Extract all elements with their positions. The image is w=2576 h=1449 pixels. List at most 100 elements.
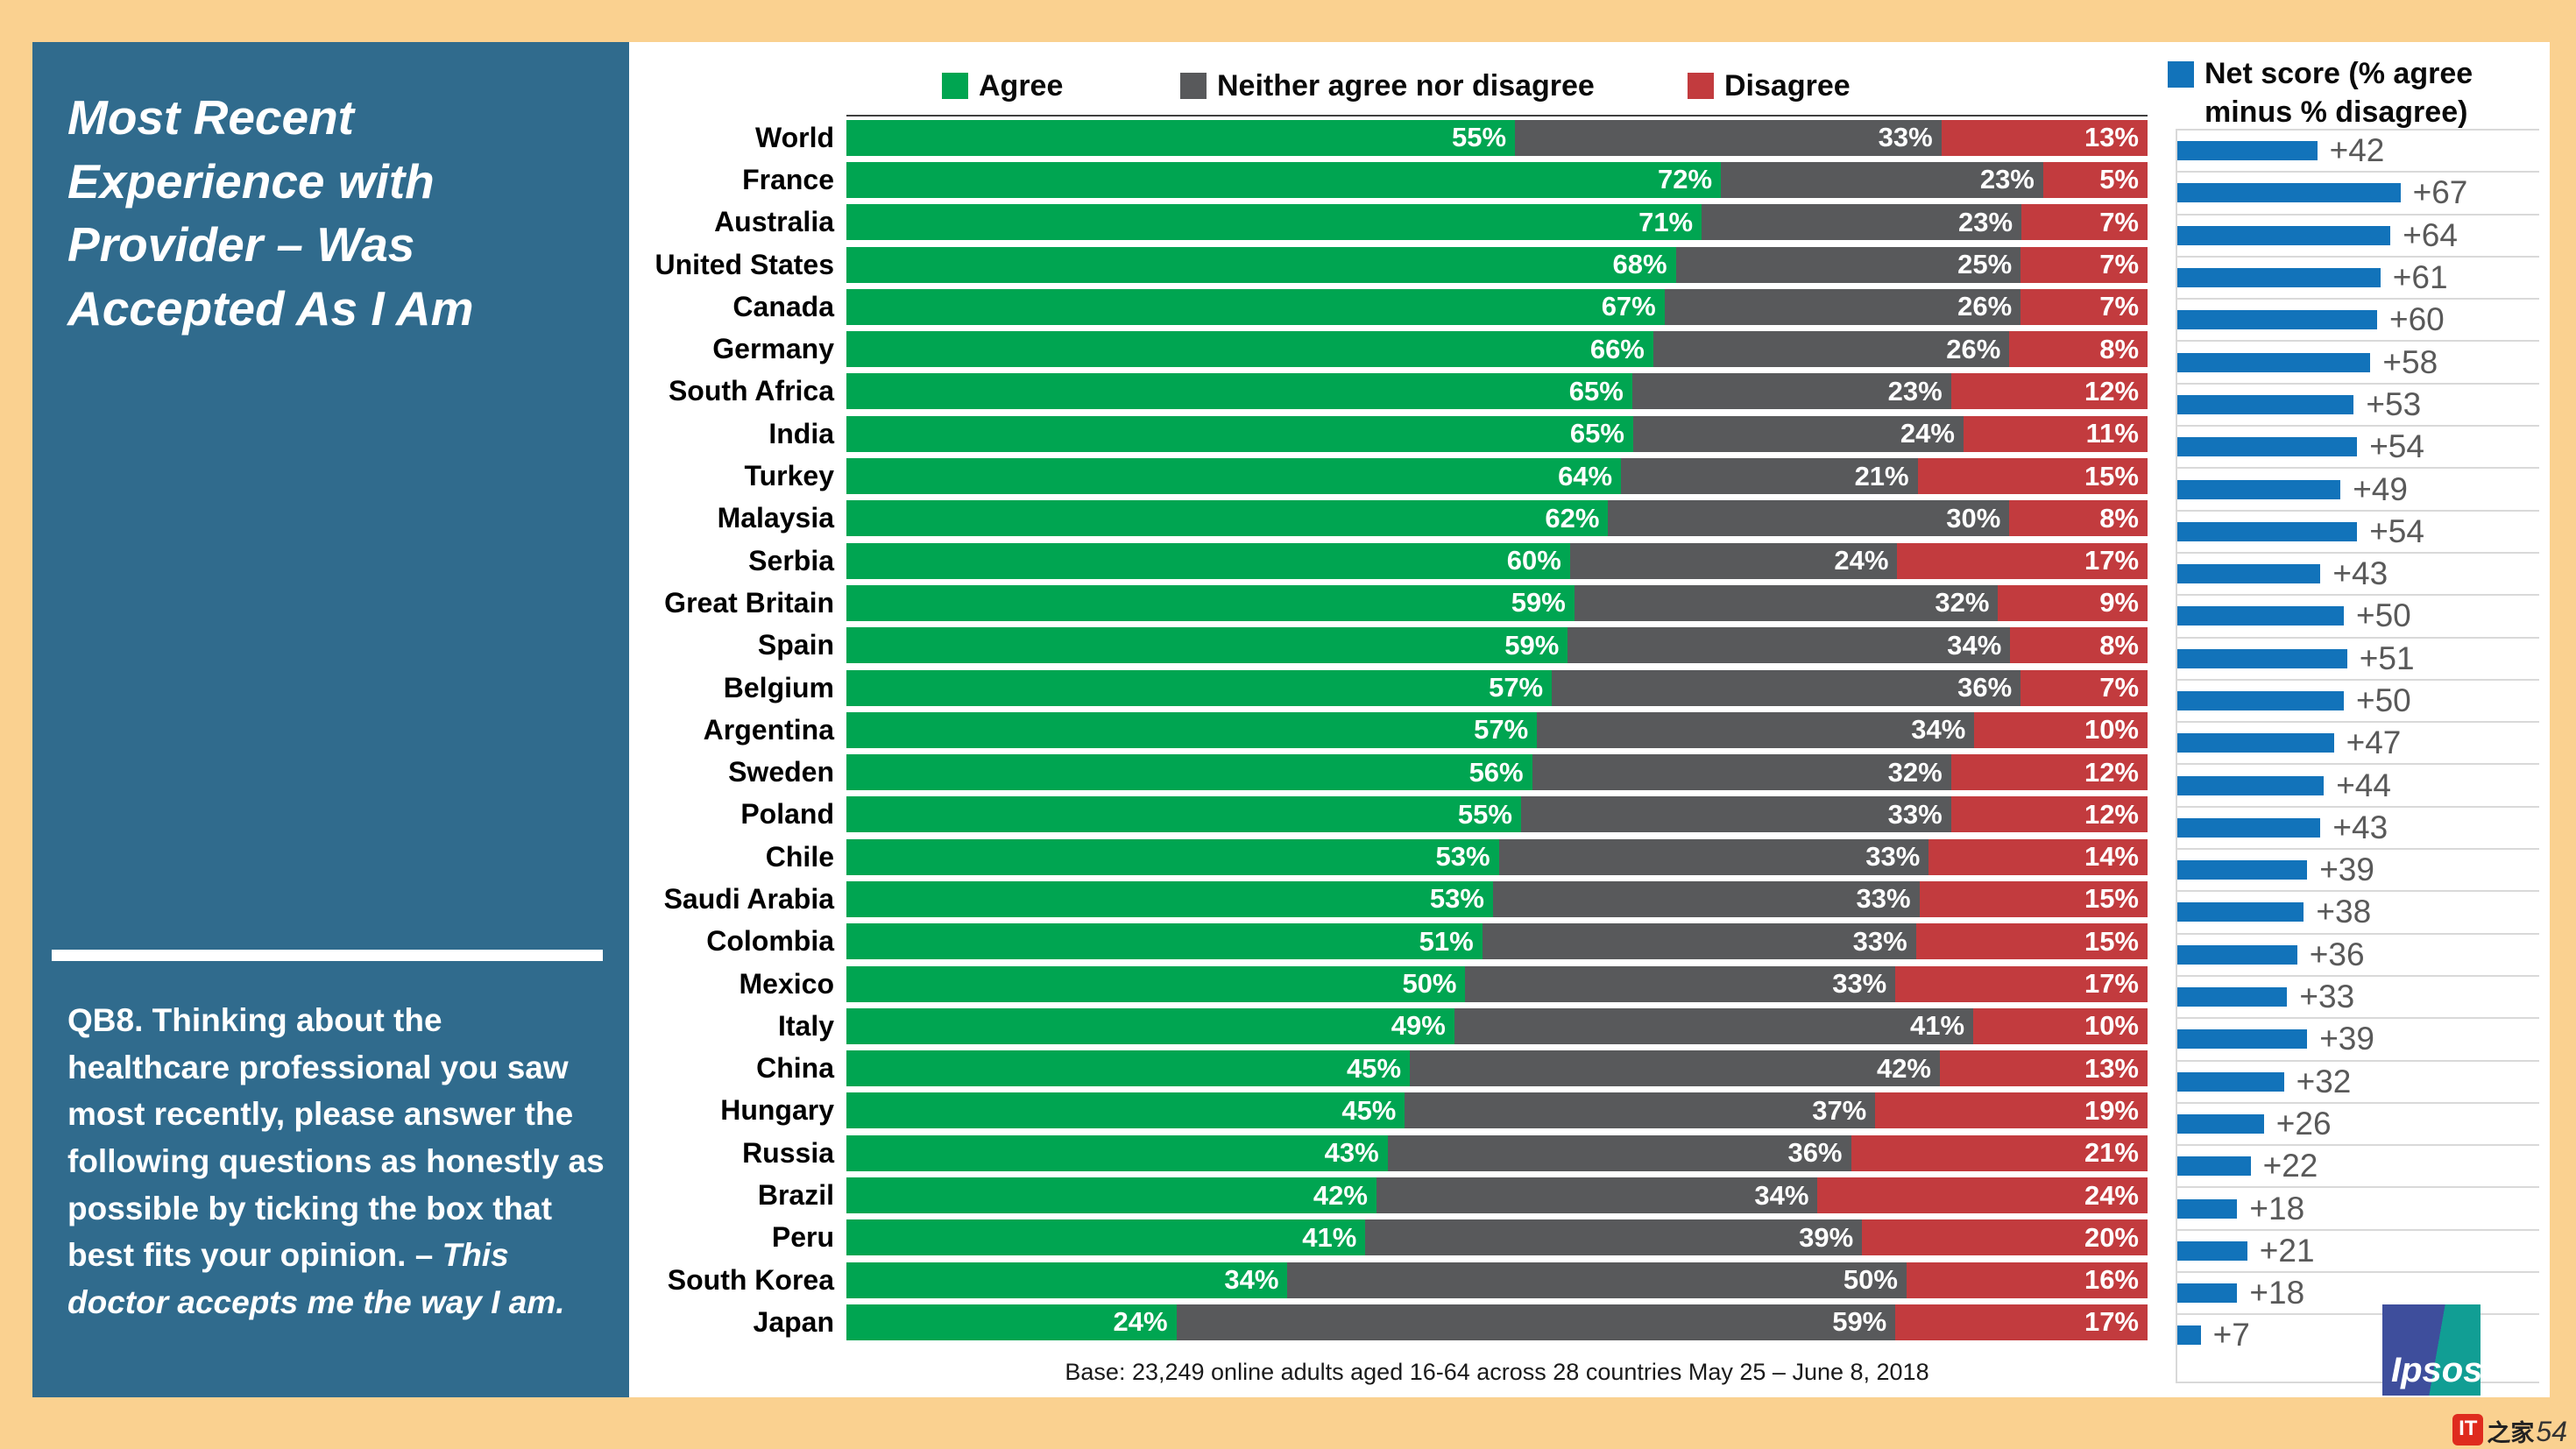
segment-value-label: 24% (1834, 545, 1889, 576)
neither-segment: 33% (1492, 880, 1920, 917)
stacked-bar: 42% 34% 24% (846, 1177, 2148, 1214)
net-value-label: +47 (2346, 724, 2402, 761)
net-bar (2177, 310, 2377, 330)
neither-segment: 36% (1552, 669, 2021, 706)
country-label: Saudi Arabia (663, 882, 834, 915)
net-bar (2177, 817, 2321, 838)
disagree-segment: 8% (2010, 627, 2148, 664)
net-row: +7 (2176, 1313, 2539, 1356)
agree-segment: 72% (846, 161, 1722, 198)
stacked-bar: 66% 26% 8% (846, 331, 2148, 368)
stacked-bar: 64% 21% 15% (846, 458, 2148, 495)
country-label: Argentina (703, 713, 834, 746)
neither-segment: 37% (1405, 1092, 1876, 1129)
segment-value-label: 7% (2099, 291, 2140, 322)
neither-segment: 23% (1721, 161, 2043, 198)
disagree-segment: 17% (1897, 542, 2148, 579)
country-label: Canada (732, 290, 834, 322)
watermark-number: 54 (2536, 1416, 2567, 1447)
question-emphasis: This doctor accepts me the way I am. (67, 1237, 565, 1320)
segment-value-label: 12% (2084, 756, 2139, 788)
segment-value-label: 49% (1391, 1010, 1446, 1042)
segment-value-label: 34% (1224, 1264, 1279, 1296)
segment-value-label: 16% (2084, 1264, 2139, 1296)
stacked-bar: 57% 34% 10% (846, 711, 2148, 748)
disagree-segment: 21% (1851, 1134, 2148, 1171)
neither-segment: 39% (1365, 1219, 1863, 1256)
watermark: IT 之家 54 (2452, 1414, 2567, 1445)
net-value-label: +60 (2389, 301, 2445, 338)
stacked-bar: 56% 32% 12% (846, 754, 2148, 791)
segment-value-label: 33% (1887, 798, 1943, 830)
disagree-segment: 7% (2020, 246, 2148, 283)
agree-segment: 49% (846, 1007, 1454, 1044)
segment-value-label: 17% (2084, 1306, 2139, 1338)
segment-value-label: 36% (1957, 672, 2013, 703)
net-row: +53 (2176, 382, 2539, 426)
net-value-label: +7 (2212, 1317, 2250, 1354)
segment-value-label: 68% (1612, 249, 1667, 280)
net-bar (2177, 183, 2401, 203)
net-row: +50 (2176, 678, 2539, 722)
country-label: South Korea (667, 1263, 834, 1296)
country-label: Spain (757, 629, 834, 661)
net-value-label: +32 (2296, 1063, 2352, 1099)
country-row: World 55% 33% 13% +42 (629, 117, 2548, 172)
net-bar (2177, 1113, 2264, 1134)
country-label: Brazil (757, 1179, 834, 1212)
neither-segment: 33% (1498, 838, 1929, 875)
net-panel-bottom-gridline (2176, 1355, 2539, 1383)
segment-value-label: 50% (1402, 968, 1457, 1000)
agree-segment: 55% (846, 796, 1521, 833)
segment-value-label: 57% (1489, 672, 1544, 703)
disagree-segment: 15% (1917, 458, 2148, 495)
segment-value-label: 32% (1935, 587, 1990, 618)
neither-segment: 23% (1702, 204, 2022, 241)
agree-segment: 53% (846, 838, 1499, 875)
country-row: France 72% 23% 5% +67 (629, 159, 2548, 214)
net-value-label: +43 (2332, 809, 2388, 845)
net-row: +54 (2176, 509, 2539, 552)
agree-segment: 60% (846, 542, 1570, 579)
segment-value-label: 26% (1946, 333, 2001, 364)
legend-label: Agree (979, 68, 1064, 102)
net-row: +32 (2176, 1059, 2539, 1102)
net-value-label: +58 (2382, 343, 2438, 380)
country-label: World (754, 121, 834, 153)
disagree-segment: 24% (1817, 1177, 2148, 1214)
agree-swatch-icon (942, 73, 968, 99)
segment-value-label: 24% (1113, 1306, 1168, 1338)
segment-value-label: 19% (2084, 1094, 2139, 1126)
net-row: +54 (2176, 425, 2539, 468)
country-row: Japan 24% 59% 17% +7 (629, 1301, 2548, 1356)
neither-segment: 33% (1465, 965, 1896, 1002)
segment-value-label: 71% (1638, 206, 1694, 237)
country-label: Peru (771, 1221, 834, 1254)
segment-value-label: 36% (1787, 1137, 1843, 1169)
disagree-segment: 12% (1950, 754, 2148, 791)
country-row: South Korea 34% 50% 16% +18 (629, 1259, 2548, 1314)
net-value-label: +50 (2356, 597, 2411, 634)
segment-value-label: 26% (1957, 291, 2013, 322)
country-row: Chile 53% 33% 14% +39 (629, 836, 2548, 891)
neither-segment: 25% (1675, 246, 2021, 283)
net-row: +61 (2176, 255, 2539, 299)
segment-value-label: 34% (1754, 1179, 1809, 1211)
country-row: Turkey 64% 21% 15% +49 (629, 455, 2548, 510)
net-bar (2177, 691, 2344, 710)
country-row: United States 68% 25% 7% +61 (629, 244, 2548, 299)
country-row: Brazil 42% 34% 24% +18 (629, 1174, 2548, 1229)
country-row: Belgium 57% 36% 7% +50 (629, 667, 2548, 722)
base-note: Base: 23,249 online adults aged 16-64 ac… (1065, 1359, 1929, 1385)
net-legend: Net score (% agree minus % disagree) (2168, 54, 2536, 131)
disagree-segment: 7% (2021, 204, 2148, 241)
disagree-segment: 14% (1928, 838, 2148, 875)
agree-segment: 34% (846, 1262, 1288, 1298)
segment-value-label: 50% (1843, 1264, 1898, 1296)
net-bar (2177, 1029, 2308, 1050)
net-bar (2177, 1283, 2238, 1304)
segment-value-label: 8% (2099, 333, 2140, 364)
agree-segment: 55% (846, 119, 1516, 156)
stacked-bar: 60% 24% 17% (846, 542, 2148, 579)
net-bar (2177, 141, 2318, 161)
